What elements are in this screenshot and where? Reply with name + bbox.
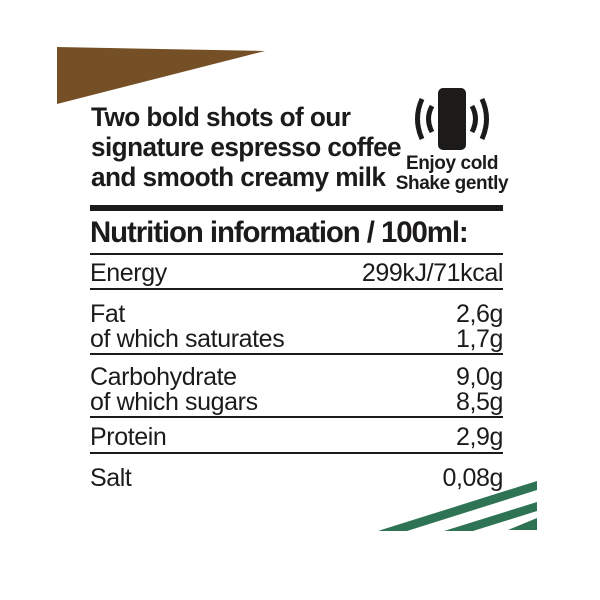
- row-value: 9,0g: [455, 363, 503, 391]
- wave-left-inner: [426, 104, 435, 134]
- green-stripe-1: [378, 481, 537, 531]
- product-description: Two bold shots of our signature espresso…: [91, 102, 402, 192]
- table-row-carbohydrate: Carbohydrate 9,0g: [90, 365, 503, 390]
- wave-right-outer: [479, 97, 489, 141]
- description-line-1: Two bold shots of our: [91, 102, 351, 132]
- vibration-waves: [415, 97, 489, 141]
- shaking-can-icon: [415, 88, 489, 150]
- fat-group: Fat 2,6g of which saturates 1,7g: [90, 290, 503, 355]
- row-value: 2,9g: [455, 423, 503, 451]
- nutrition-table: Energy 299kJ/71kcal Fat 2,6g of which sa…: [90, 255, 503, 491]
- row-label: Protein: [90, 423, 167, 451]
- protein-group: Protein 2,9g: [90, 418, 503, 454]
- carbohydrate-group: Carbohydrate 9,0g of which sugars 8,5g: [90, 355, 503, 418]
- table-row-protein: Protein 2,9g: [90, 425, 503, 450]
- description-line-3: and smooth creamy milk: [91, 162, 386, 192]
- row-value: 0,08g: [442, 464, 503, 492]
- table-row-sugars: of which sugars 8,5g: [90, 390, 503, 415]
- row-label: Energy: [90, 259, 167, 287]
- brown-corner-wedge: [57, 47, 265, 104]
- description-line-2: signature espresso coffee: [91, 132, 402, 162]
- green-stripes-decoration: [378, 481, 537, 531]
- row-value: 1,7g: [455, 325, 503, 353]
- row-label: of which saturates: [90, 325, 285, 353]
- shake-gently-text: Shake gently: [395, 173, 509, 194]
- row-value: 299kJ/71kcal: [361, 259, 504, 287]
- row-label: Fat: [90, 300, 125, 328]
- row-value: 2,6g: [455, 300, 503, 328]
- table-row-saturates: of which saturates 1,7g: [90, 327, 503, 352]
- shake-instructions: Enjoy cold Shake gently: [393, 86, 511, 194]
- row-label: Salt: [90, 464, 132, 492]
- table-row-salt: Salt 0,08g: [90, 466, 503, 491]
- wave-right-inner: [469, 104, 478, 134]
- heading-rule: [90, 253, 503, 255]
- wave-left-outer: [415, 97, 425, 141]
- enjoy-cold-text: Enjoy cold: [405, 153, 499, 174]
- nutrition-heading: Nutrition information / 100ml:: [90, 216, 469, 249]
- row-label: Carbohydrate: [90, 363, 237, 391]
- green-stripe-2: [444, 502, 537, 531]
- green-stripe-3: [508, 518, 537, 530]
- can-shape: [438, 88, 466, 150]
- row-label: of which sugars: [90, 388, 258, 416]
- row-value: 8,5g: [455, 388, 503, 416]
- energy-group: Energy 299kJ/71kcal: [90, 255, 503, 290]
- section-divider-bar: [90, 205, 503, 211]
- table-row-energy: Energy 299kJ/71kcal: [90, 261, 503, 286]
- table-row-fat: Fat 2,6g: [90, 302, 503, 327]
- salt-group: Salt 0,08g: [90, 454, 503, 491]
